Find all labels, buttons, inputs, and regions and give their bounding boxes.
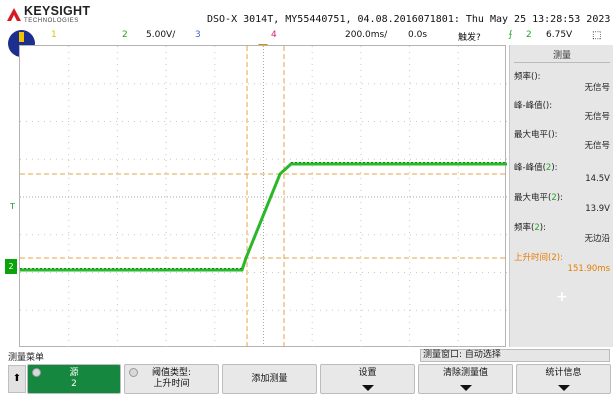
measurement-value: 无信号 [584,141,610,151]
brand-subtitle: TECHNOLOGIES [24,18,79,24]
measurement-item-selected[interactable]: 上升时间(2): 151.90ms [514,253,610,274]
channel-3-label[interactable]: 3 [195,30,201,40]
panel-divider [514,62,610,63]
measurement-panel-title: 测量 [552,51,571,61]
measurement-item[interactable]: 最大电平(2): 13.9V [514,193,610,214]
measurement-panel: 测量 频率(): 无信号 峰-峰值(): 无信号 最大电平(): 无信号 峰-峰… [509,45,613,347]
channel-4-label[interactable]: 4 [271,30,277,40]
measurement-window-status: 测量窗口: 自动选择 [420,349,610,362]
softkey-clear-measurements[interactable]: 清除测量值 [418,364,513,394]
waveform-display[interactable] [19,45,507,348]
channel-1-label[interactable]: 1 [51,30,57,40]
trigger-level-marker[interactable]: T [10,202,15,211]
submenu-arrow-icon [459,385,472,391]
measurement-value: 14.5V [585,174,610,184]
measurement-item[interactable]: 最大电平(): 无信号 [514,130,610,151]
timebase-value[interactable]: 200.0ms/ [345,30,388,40]
softkey-threshold-type[interactable]: 阈值类型: 上升时间 [124,364,219,394]
softkey-statistics[interactable]: 统计信息 [516,364,611,394]
measurement-item[interactable]: 峰-峰值(): 无信号 [514,101,610,122]
measurement-value: 13.9V [585,204,610,214]
softkey-source[interactable]: 源 2 [27,364,121,394]
system-info: DSO-X 3014T, MY55440751, 04.08.201607180… [207,14,611,25]
softkey-add-measurement[interactable]: 添加测量 [222,364,317,394]
softkey-settings[interactable]: 设置 [320,364,415,394]
trigger-edge-icon: ⨍ [508,30,513,40]
measurement-value: 无边沿 [584,234,610,244]
back-arrow-button[interactable]: ⬆ [8,365,26,393]
channel-2-label[interactable]: 2 [122,30,128,40]
measurement-value: 无信号 [584,83,610,93]
delay-value[interactable]: 0.0s [408,30,428,40]
measurement-item[interactable]: 频率(): 无信号 [514,72,610,93]
channel-2-ground-marker[interactable]: 2 [5,259,17,274]
trigger-source[interactable]: 2 [526,30,532,40]
knob-icon [129,368,138,377]
window-icon[interactable]: ⬚ [592,30,602,41]
submenu-arrow-icon [361,385,374,391]
measurement-value: 无信号 [584,112,610,122]
channel-2-scale[interactable]: 5.00V/ [146,30,176,40]
menu-title: 测量菜单 [8,353,45,363]
channel-bar: 1 2 5.00V/ 3 4 200.0ms/ 0.0s 触发? ⨍ 2 6.7… [0,28,613,44]
measurement-value: 151.90ms [567,264,610,274]
trigger-level[interactable]: 6.75V [546,30,573,40]
knob-icon [32,368,41,377]
brand-name: KEYSIGHT [24,4,91,18]
keysight-logo-icon [7,8,21,21]
measurement-item[interactable]: 频率(2): 无边沿 [514,223,610,244]
measurement-item[interactable]: 峰-峰值(2): 14.5V [514,163,610,184]
submenu-arrow-icon [557,385,570,391]
waveform-graticule [20,46,507,348]
trigger-mode[interactable]: 触发? [458,33,481,43]
add-measurement-icon[interactable]: + [556,289,568,305]
